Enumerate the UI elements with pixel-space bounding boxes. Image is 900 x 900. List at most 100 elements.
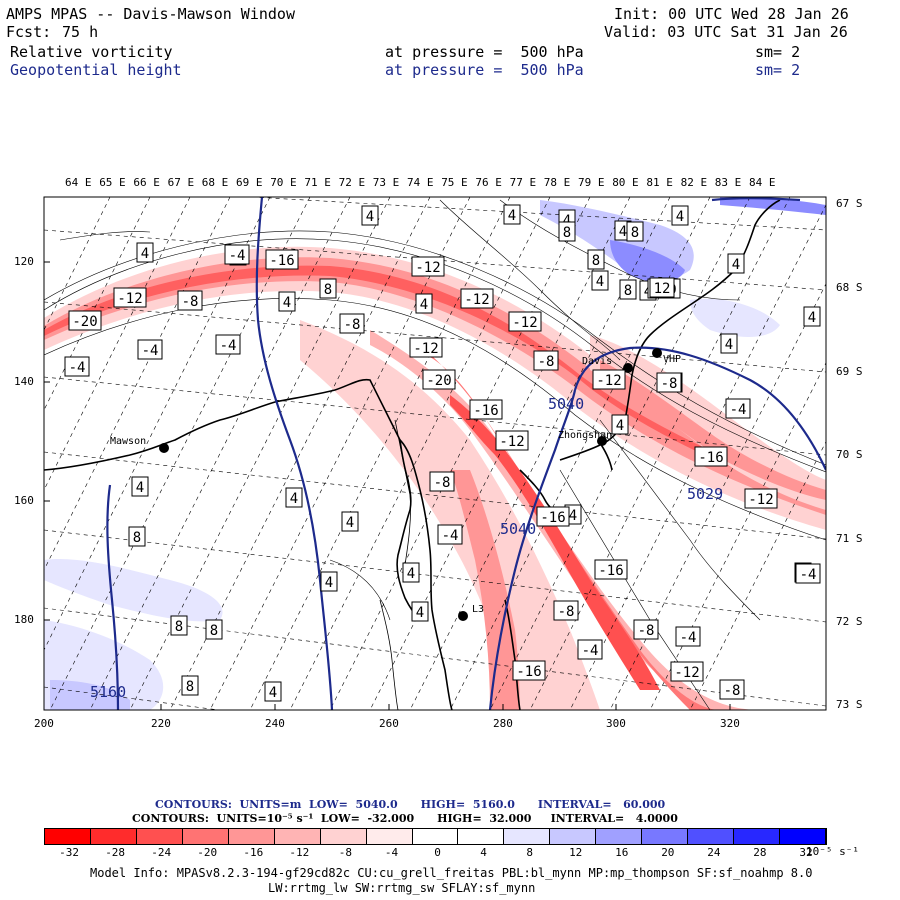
lat-label: 72 S <box>836 615 863 628</box>
station-markers <box>159 348 662 621</box>
svg-text:-12: -12 <box>464 292 489 308</box>
colorbar-label: -8 <box>338 846 353 859</box>
vorticity-label: -8 <box>633 619 659 640</box>
vorticity-label: -16 <box>512 660 546 681</box>
colorbar-swatch <box>550 829 597 844</box>
lon-label: 77 E <box>509 176 537 189</box>
svg-text:-12: -12 <box>674 665 699 681</box>
vorticity-contours <box>44 199 826 710</box>
svg-text:4: 4 <box>136 480 144 496</box>
svg-text:-20: -20 <box>72 314 97 330</box>
lon-label: 68 E <box>201 176 229 189</box>
valid-time: Valid: 03 UTC Sat 31 Jan 26 <box>604 23 848 41</box>
svg-text:4: 4 <box>616 418 624 434</box>
vorticity-label: -20 <box>68 310 102 331</box>
colorbar-label: -20 <box>197 846 218 859</box>
vorticity-label: -12 <box>411 256 445 277</box>
svg-text:-12: -12 <box>596 373 621 389</box>
svg-text:8: 8 <box>624 283 632 299</box>
app-title: AMPS MPAS -- Davis-Mawson Window <box>6 5 295 23</box>
vorticity-label: 8 <box>319 278 337 299</box>
lat-label: 70 S <box>836 448 863 461</box>
lon-label: 65 E <box>99 176 126 189</box>
lon-label: 79 E <box>578 176 605 189</box>
colorbar-swatch <box>182 829 229 844</box>
station-marker-mawson <box>159 443 169 453</box>
vorticity-label: -8 <box>533 350 559 371</box>
vorticity-label: -4 <box>137 339 163 360</box>
height-contours <box>106 197 826 710</box>
x-tick-label: 280 <box>493 717 513 730</box>
vorticity-label: -4 <box>64 356 90 377</box>
grounding-line <box>379 419 411 710</box>
vorticity-label: -8 <box>553 600 579 621</box>
station-marker-vhp <box>652 348 662 358</box>
svg-text:-8: -8 <box>638 623 655 639</box>
lon-label: 72 E <box>338 176 366 189</box>
svg-text:4: 4 <box>416 605 424 621</box>
colorbar-unit: 10⁻⁵ s⁻¹ <box>806 845 859 858</box>
colorbar-swatch <box>688 829 735 844</box>
y-tick-label: 180 <box>14 613 34 626</box>
vorticity-label: -8 <box>339 313 365 334</box>
colorbar-swatch <box>780 829 826 844</box>
forecast-label: Fcst: <box>6 23 52 41</box>
vorticity-label: 4 <box>720 333 738 354</box>
vorticity-label: 8 <box>619 279 637 300</box>
colorbar-label: 20 <box>661 846 675 859</box>
colorbar-swatch <box>458 829 505 844</box>
vorticity-label: -4 <box>675 626 701 647</box>
vorticity-label: 4 <box>411 601 429 622</box>
svg-text:4: 4 <box>283 295 291 311</box>
svg-text:-16: -16 <box>698 450 723 466</box>
y-tick-label: 140 <box>14 375 34 388</box>
vorticity-label: 4 <box>591 270 609 291</box>
colorbar-label: -12 <box>289 846 310 859</box>
vorticity-label: -8 <box>719 679 745 700</box>
colorbar-swatch <box>274 829 321 844</box>
vorticity-label: 4 <box>320 571 338 592</box>
svg-text:8: 8 <box>133 530 141 546</box>
colorbar-label: 0 <box>434 846 441 859</box>
lat-label: 69 S <box>836 365 863 378</box>
vorticity-label: 4 <box>361 205 379 226</box>
svg-text:4: 4 <box>619 224 627 240</box>
vorticity-label: -4 <box>215 334 241 355</box>
svg-text:4: 4 <box>563 213 571 229</box>
height-label: 5160 <box>90 683 126 701</box>
colorbar-swatch <box>412 829 459 844</box>
place-label: Mawson <box>110 436 146 447</box>
vorticity-label: 8 <box>205 619 223 640</box>
svg-text:4: 4 <box>290 491 298 507</box>
vorticity-label: -12 <box>409 337 443 358</box>
field2-smooth: sm= 2 <box>755 61 801 79</box>
svg-text:-4: -4 <box>730 402 747 418</box>
svg-text:-12: -12 <box>748 492 773 508</box>
height-label: 5040 <box>548 395 584 413</box>
field1-level: at pressure = 500 hPa <box>385 43 584 61</box>
svg-text:-8: -8 <box>344 317 361 333</box>
svg-text:4: 4 <box>569 508 577 524</box>
vorticity-label: -4 <box>224 244 250 265</box>
svg-text:4: 4 <box>676 209 684 225</box>
svg-text:-8: -8 <box>724 683 741 699</box>
vorticity-label: -4 <box>577 639 603 660</box>
x-tick-label: 260 <box>379 717 399 730</box>
lon-label: 73 E <box>372 176 400 189</box>
svg-text:4: 4 <box>808 310 816 326</box>
vorticity-label: -12 <box>744 488 778 509</box>
colorbar-swatch <box>642 829 689 844</box>
station-marker-zhongshan <box>597 436 607 446</box>
vorticity-label: 4 <box>341 511 359 532</box>
height-label: 5040 <box>500 520 536 538</box>
vorticity-label: -4 <box>795 563 821 584</box>
svg-text:4: 4 <box>725 337 733 353</box>
colorbar-label: 32 <box>799 846 813 859</box>
vorticity-label: 4 <box>503 204 521 225</box>
vorticity-label: -12 <box>113 287 147 308</box>
svg-text:-12: -12 <box>499 434 524 450</box>
colorbar-swatch <box>320 829 367 844</box>
vorticity-label: 8 <box>128 526 146 547</box>
svg-text:-12: -12 <box>413 341 438 357</box>
vorticity-label: 4 <box>278 291 296 312</box>
